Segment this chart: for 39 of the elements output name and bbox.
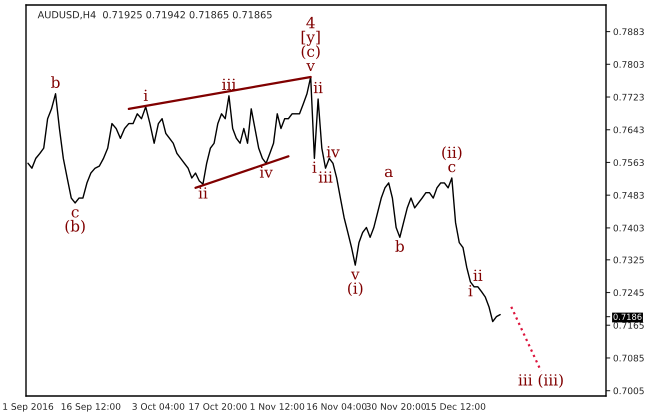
- y-tick-label: 0.7005: [614, 387, 644, 394]
- text: AUDUSD,H4 0.71925 0.71942 0.71865 0.71865: [38, 11, 272, 20]
- annotation: ii: [198, 187, 208, 199]
- annotation: v (i): [348, 272, 362, 296]
- annotation: ii: [314, 82, 323, 94]
- x-tick-label: 15 Dec 12:00: [426, 403, 486, 410]
- y-tick-label: 0.7245: [614, 289, 644, 296]
- y-tick-label: 0.7186: [613, 314, 642, 320]
- y-tick-label: 0.7325: [614, 256, 644, 264]
- x-tick-label: 1 Nov 12:00: [250, 403, 304, 410]
- annotation: i: [144, 90, 148, 101]
- annotation: i: [312, 162, 316, 173]
- annotation: iv: [260, 166, 273, 178]
- annotation: b: [395, 240, 404, 252]
- y-tick-label: 0.7723: [614, 94, 644, 101]
- y-tick-label: 0.7165: [614, 322, 644, 329]
- annotation: (ii) c: [442, 146, 462, 172]
- y-tick-label: 0.7883: [614, 28, 644, 36]
- y-tick-label: 0.7403: [614, 224, 644, 232]
- annotation: iv: [326, 146, 340, 158]
- x-tick-label: 16 Nov 04:00: [307, 403, 367, 410]
- y-tick-label: 0.7483: [614, 192, 644, 199]
- y-tick-label: 0.7643: [614, 126, 644, 134]
- annotation: i: [468, 285, 473, 296]
- annotation: iii (iii): [518, 374, 563, 388]
- x-tick-label: 17 Oct 20:00: [189, 403, 247, 410]
- y-tick-label: 0.7563: [614, 159, 644, 166]
- annotation: ii: [474, 270, 482, 281]
- y-tick-label: 0.7803: [614, 61, 644, 68]
- x-tick-label: 30 Nov 20:00: [366, 403, 426, 410]
- annotation: iii: [222, 78, 236, 90]
- annotation: b: [51, 76, 60, 88]
- annotation: c (b): [65, 209, 85, 234]
- x-tick-label: 1 Sep 2016: [3, 403, 54, 412]
- y-tick-label: 0.7085: [614, 354, 644, 362]
- x-tick-label: 16 Sep 12:00: [62, 403, 120, 412]
- annotation: a: [384, 168, 393, 178]
- annotation: iii: [318, 171, 333, 183]
- x-tick-label: 3 Oct 04:00: [132, 403, 184, 410]
